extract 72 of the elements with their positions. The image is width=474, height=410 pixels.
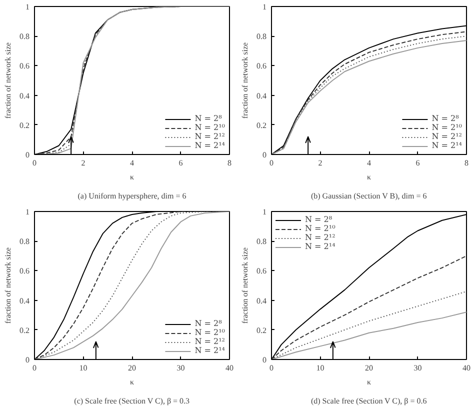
y-tick-label: 0.2	[20, 120, 30, 130]
x-axis-title: κ	[366, 378, 372, 386]
text: (c) Scale free (Section V C), β = 0.3	[74, 396, 190, 406]
y-axis-title: fraction of network size	[4, 246, 12, 324]
y-tick-label: 0	[262, 150, 266, 160]
x-tick-label: 6	[416, 158, 420, 168]
y-tick-label: 0.4	[256, 91, 266, 100]
legend-label: N = 2¹⁰	[432, 123, 462, 132]
y-tick-label: 0	[26, 150, 30, 160]
legend-label: N = 2¹⁰	[305, 224, 336, 233]
y-tick-label: 0.4	[20, 91, 30, 100]
legend-label: N = 2⁸	[305, 215, 332, 224]
y-axis-title: fraction of network size	[4, 42, 12, 119]
x-tick-label: 20	[128, 364, 136, 372]
legend-label: N = 2¹⁴	[432, 141, 462, 150]
y-tick-label: 1	[262, 2, 266, 12]
x-tick-label: 40	[226, 364, 234, 372]
y-tick-label: 0	[26, 356, 30, 364]
x-axis-title: κ	[130, 172, 134, 182]
y-tick-label: 0.4	[20, 296, 30, 306]
x-tick-label: 10	[79, 364, 88, 372]
y-axis-title: fraction of network size	[240, 42, 250, 119]
legend-label: N = 2¹⁴	[194, 346, 225, 355]
legend-label: N = 2¹²	[194, 132, 225, 141]
x-tick-label: 0	[270, 158, 274, 168]
legend-label: N = 2¹⁰	[194, 123, 225, 132]
y-tick-label: 0.2	[20, 326, 30, 335]
text: (a) Uniform hypersphere, dim = 6	[78, 192, 186, 200]
legend-label: N = 2⁸	[194, 114, 222, 123]
x-axis-title: κ	[366, 172, 372, 182]
text: (d) Scale free (Section V C), β = 0.6	[310, 396, 427, 406]
y-tick-label: 0.2	[256, 326, 266, 335]
y-tick-label: 0.6	[256, 266, 266, 276]
legend-label: N = 2¹⁴	[194, 141, 225, 150]
y-tick-label: 0.8	[256, 237, 266, 246]
legend-label: N = 2¹²	[432, 132, 462, 141]
x-axis-title: κ	[130, 378, 134, 386]
y-tick-label: 0.8	[20, 237, 30, 246]
legend-label: N = 2⁸	[432, 114, 459, 123]
legend-label: N = 2¹⁰	[194, 328, 225, 337]
y-tick-label: 0.6	[20, 266, 30, 276]
y-tick-label: 0.8	[20, 32, 30, 42]
x-tick-label: 0	[32, 158, 36, 168]
x-tick-label: 4	[367, 158, 371, 168]
text: (b) Gaussian (Section V B), dim = 6	[310, 192, 427, 200]
x-tick-label: 20	[365, 364, 373, 372]
x-tick-label: 2	[318, 158, 322, 168]
y-axis-title: fraction of network size	[240, 246, 250, 324]
legend-label: N = 2¹²	[194, 337, 225, 346]
y-tick-label: 0	[262, 356, 266, 364]
x-tick-label: 4	[130, 158, 134, 168]
legend-label: N = 2¹²	[305, 233, 336, 242]
y-tick-label: 0.2	[256, 120, 266, 130]
x-tick-label: 10	[316, 364, 324, 372]
y-tick-label: 1	[262, 208, 266, 216]
x-tick-label: 0	[32, 364, 36, 372]
y-tick-label: 0.4	[256, 296, 266, 306]
y-tick-label: 0.6	[20, 62, 30, 71]
x-tick-label: 8	[228, 158, 232, 168]
y-tick-label: 0.8	[256, 32, 266, 42]
x-tick-label: 0	[270, 364, 274, 372]
legend-label: N = 2⁸	[194, 319, 222, 328]
x-tick-label: 8	[464, 158, 468, 168]
legend-label: N = 2¹⁴	[305, 242, 336, 251]
y-tick-label: 1	[26, 2, 30, 12]
x-tick-label: 2	[81, 158, 86, 168]
x-tick-label: 30	[414, 364, 422, 372]
x-tick-label: 6	[178, 158, 183, 168]
x-tick-label: 30	[176, 364, 185, 372]
x-tick-label: 40	[462, 364, 470, 372]
y-tick-label: 1	[26, 208, 30, 216]
y-tick-label: 0.6	[256, 62, 266, 71]
